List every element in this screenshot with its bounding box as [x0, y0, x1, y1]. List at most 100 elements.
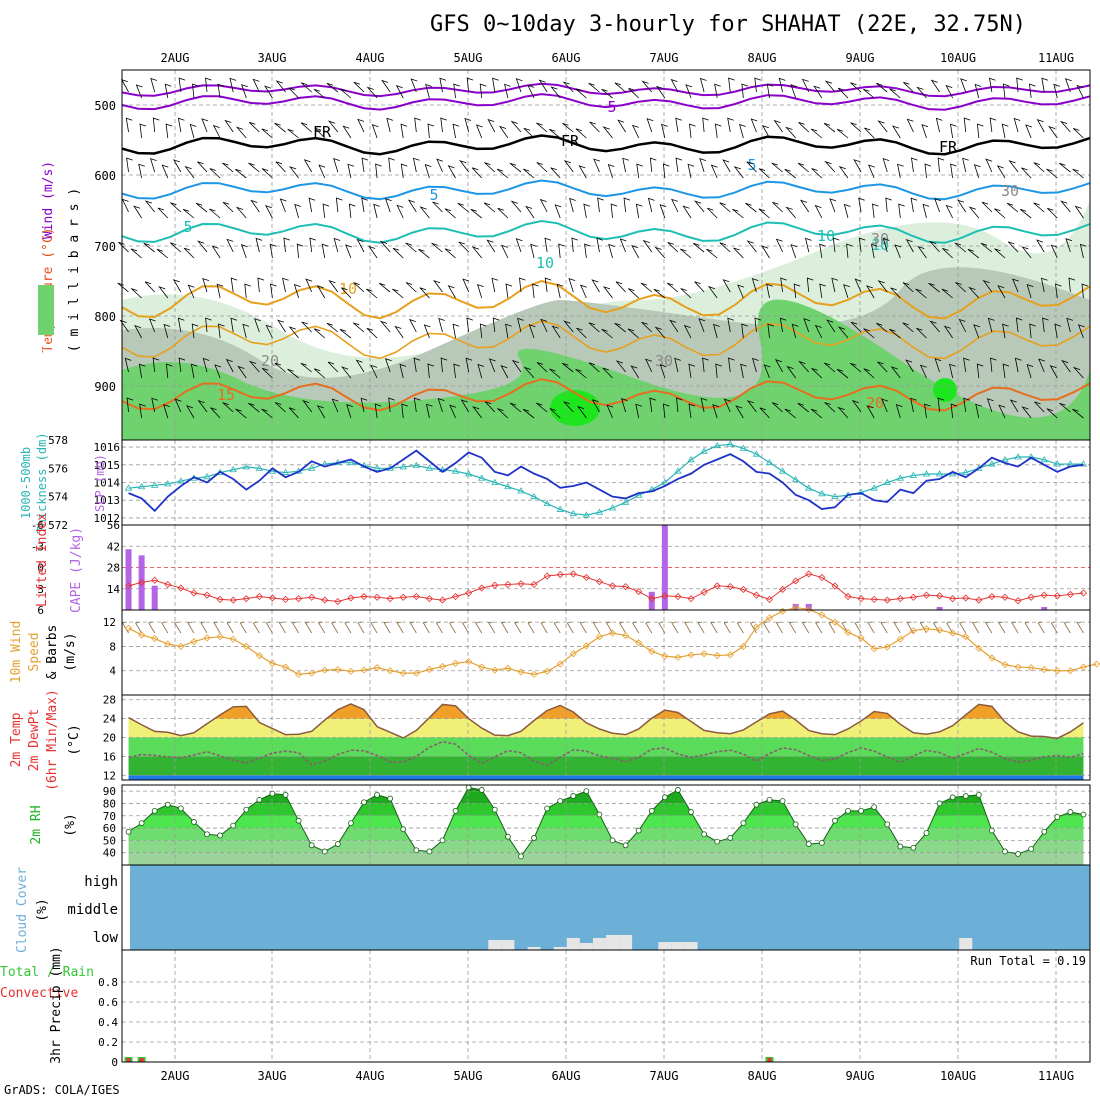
- wind-barb: [930, 79, 940, 93]
- slp-tick-label: 1012: [94, 512, 121, 525]
- wind-barb: [163, 403, 170, 419]
- wind-barb-10m: [867, 621, 875, 634]
- rh-line-point: [348, 820, 354, 827]
- wind-barb: [242, 323, 250, 339]
- wind-barb: [630, 365, 640, 379]
- wind-barb: [293, 283, 301, 299]
- wind-barb: [452, 123, 460, 139]
- wind-barb: [1021, 246, 1032, 259]
- rh-line-point: [779, 798, 786, 804]
- wind-barb: [929, 320, 940, 333]
- wind-barb: [1025, 124, 1033, 139]
- wind-barb: [399, 363, 407, 379]
- cape-tick-label: 28: [107, 562, 120, 575]
- wind-barb: [275, 161, 286, 173]
- wind-barb: [864, 127, 875, 139]
- wind-barb: [277, 319, 286, 333]
- rh-line-point: [609, 837, 616, 844]
- wind-barb: [282, 277, 289, 293]
- wind-barb: [528, 324, 536, 339]
- wind-barb: [759, 407, 770, 419]
- wind-barb: [536, 162, 548, 173]
- wind-barb: [687, 163, 695, 179]
- thickness-line-point: [137, 482, 146, 490]
- wind-barb: [597, 197, 604, 213]
- wind-barb: [980, 242, 993, 253]
- lifted-index-line-point: [517, 580, 525, 588]
- wind-barb: [850, 122, 862, 133]
- wind-barb: [836, 128, 849, 139]
- wind-barb: [492, 77, 499, 93]
- wind-barb: [235, 206, 247, 219]
- wind-barb: [615, 360, 626, 373]
- lifted-index-line-point: [360, 592, 368, 601]
- wind-barb: [433, 280, 443, 293]
- wind-barb: [261, 408, 273, 419]
- wind-barb: [963, 397, 970, 413]
- wind-barb: [328, 280, 339, 293]
- wind-barb: [187, 284, 195, 299]
- low-cloud-bar: [579, 943, 593, 950]
- wind-speed-line-point: [517, 668, 525, 676]
- wind-barb: [723, 398, 731, 413]
- wind-barb: [636, 163, 643, 179]
- wind-barb: [631, 244, 640, 259]
- footer-credit: GrADS: COLA/IGES: [4, 1083, 120, 1097]
- wind-barb: [758, 168, 770, 179]
- thickness-line-point: [661, 478, 669, 485]
- wind-barb: [161, 164, 169, 179]
- wind-barb: [479, 83, 487, 99]
- wind-barb: [462, 278, 470, 293]
- wind-barb: [497, 207, 509, 219]
- contour-label: 20: [866, 394, 884, 412]
- wind-barb: [370, 364, 378, 379]
- cape-bar: [648, 591, 655, 610]
- wind-barb: [248, 162, 260, 173]
- wind-barb: [484, 162, 496, 173]
- thickness-line-point: [831, 492, 839, 500]
- lifted-index-line-point: [674, 592, 682, 601]
- wind-barb: [254, 318, 261, 333]
- wind-barb: [274, 402, 286, 413]
- rh-line-point: [923, 830, 930, 836]
- lifted-index-line-point: [844, 592, 852, 601]
- wind-barb: [400, 163, 408, 179]
- wind-barb: [1013, 117, 1021, 133]
- run-total-label: Run Total = 0.19: [970, 954, 1086, 968]
- wind-speed-line-point: [608, 629, 617, 637]
- wind-barb: [699, 157, 707, 173]
- wind-barb: [563, 401, 574, 413]
- low-cloud-bar: [592, 938, 606, 950]
- wind-barb: [287, 128, 299, 139]
- rh-line-point: [282, 791, 289, 798]
- wind-barb: [144, 200, 156, 213]
- thickness-line-point: [870, 484, 878, 491]
- wind-barb: [846, 243, 853, 259]
- wind-ylabel-speed: Speed: [27, 632, 42, 671]
- rh2m-ylabel: 2m RH: [29, 805, 44, 844]
- wind-speed-line-point: [700, 650, 708, 658]
- wind-barb-10m: [828, 621, 836, 634]
- wind-barb: [139, 403, 146, 419]
- lifted-index-line-point: [321, 596, 329, 604]
- rh-line-point: [361, 799, 367, 806]
- wind-barb: [941, 288, 953, 299]
- lifted-index-line-point: [281, 595, 290, 603]
- wind-barb-10m: [736, 621, 744, 634]
- contour-label: 5: [429, 186, 438, 204]
- wind-barb: [209, 168, 221, 179]
- wind-barb: [294, 203, 302, 219]
- wind-barb-10m: [619, 621, 626, 634]
- wind-barb: [588, 322, 600, 333]
- wind-barb: [641, 321, 653, 333]
- wind-barb: [754, 317, 762, 333]
- wind-barb: [173, 159, 182, 173]
- wind-barb: [733, 166, 744, 179]
- lifted-index-line-point: [242, 595, 250, 603]
- wind-barb: [1041, 77, 1049, 93]
- wind-barb: [950, 403, 958, 419]
- wind-barb: [955, 282, 967, 293]
- wind-barb: [662, 403, 670, 419]
- rh-line-point: [1067, 809, 1074, 815]
- wind-barb: [496, 168, 509, 179]
